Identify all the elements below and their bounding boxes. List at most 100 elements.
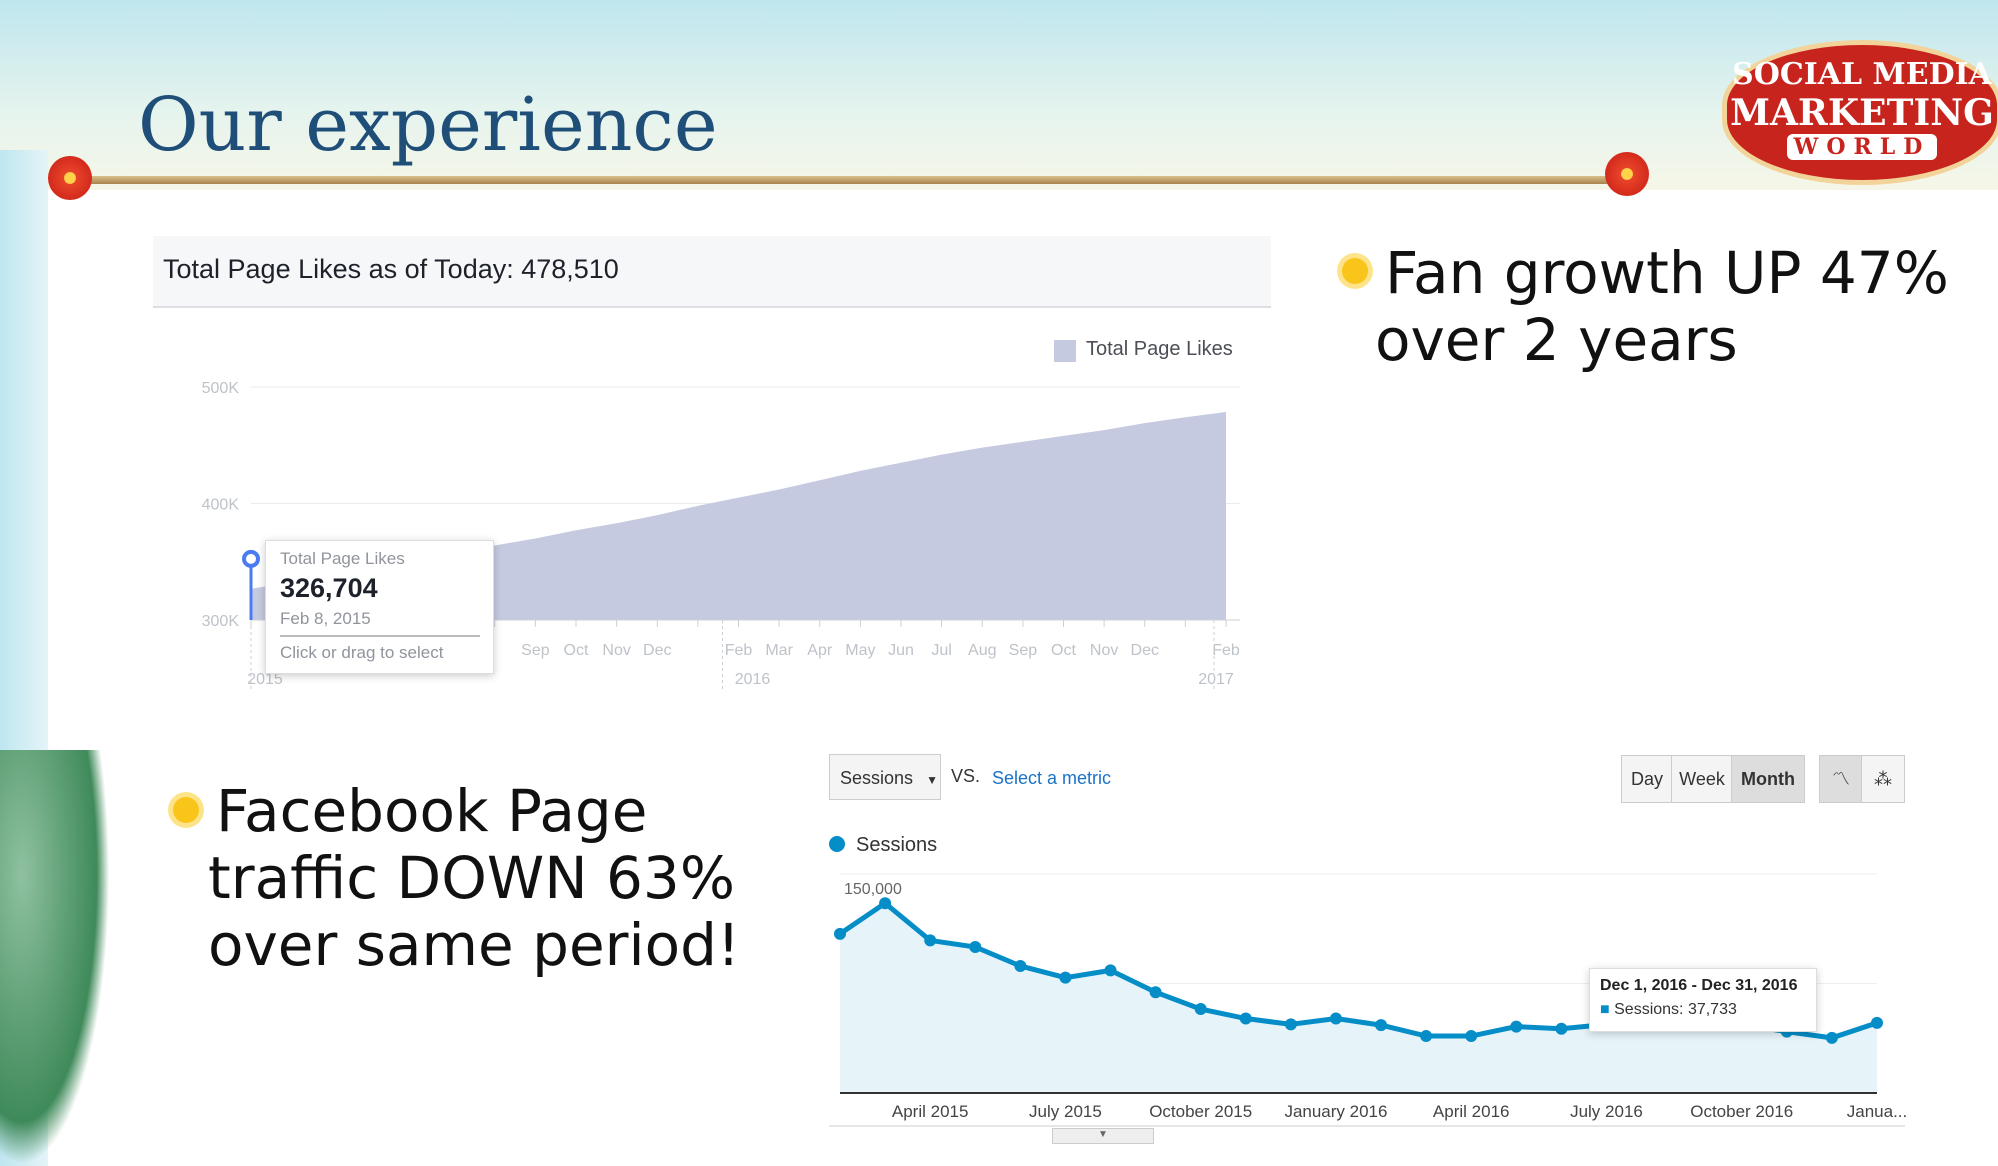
- sessions-point: [1871, 1016, 1883, 1029]
- tooltip-series: Total Page Likes: [280, 549, 405, 568]
- x-tick-label: July 2016: [1570, 1102, 1643, 1121]
- sun-bullet-icon: [1342, 258, 1368, 284]
- slide-background-sky: [0, 0, 1998, 190]
- tooltip-sessions-label: Sessions: 37,733: [1614, 1001, 1737, 1018]
- month-label: Apr: [807, 642, 833, 659]
- month-label: Aug: [968, 642, 996, 659]
- motion-chart-icon[interactable]: ⁂: [1861, 755, 1905, 803]
- sessions-point: [1149, 986, 1162, 999]
- x-tick-label: January 2016: [1284, 1102, 1387, 1121]
- expand-chart-handle[interactable]: ▼: [1052, 1128, 1154, 1144]
- month-label: Dec: [643, 642, 671, 659]
- vs-label: VS.: [951, 766, 981, 786]
- tooltip-hint: Click or drag to select: [280, 643, 444, 662]
- tooltip-range: Dec 1, 2016 - Dec 31, 2016: [1600, 977, 1798, 994]
- y-tick-label: 300K: [202, 613, 240, 630]
- sessions-point: [1465, 1030, 1478, 1043]
- sessions-point: [1059, 971, 1072, 984]
- sessions-point: [969, 941, 982, 953]
- sessions-legend-label: Sessions: [856, 834, 938, 856]
- month-label: Dec: [1131, 642, 1159, 659]
- tooltip-sessions: ■ Sessions: 37,733: [1600, 1001, 1737, 1018]
- x-tick-label: October 2015: [1149, 1102, 1252, 1121]
- x-tick-label: October 2016: [1690, 1102, 1793, 1121]
- tooltip-date: Feb 8, 2015: [280, 609, 371, 628]
- line-chart-icon[interactable]: 〽: [1819, 755, 1863, 803]
- y-tick-label: 500K: [202, 380, 240, 397]
- bullet-fan-growth: Fan growth UP 47% over 2 years: [1375, 239, 1949, 374]
- month-label: Sep: [1009, 642, 1038, 659]
- sessions-point: [1194, 1003, 1207, 1016]
- bullet-line: traffic DOWN 63%: [208, 844, 735, 912]
- bullet-line: over same period!: [208, 911, 741, 979]
- hibiscus-flower-icon: [48, 156, 92, 200]
- y-tick-label: 150,000: [844, 881, 902, 898]
- bullet-line: Fan growth UP 47%: [1385, 239, 1949, 307]
- day-button[interactable]: Day: [1621, 755, 1673, 803]
- sessions-point: [1329, 1012, 1342, 1025]
- logo-line-2: MARKETING: [1730, 92, 1994, 134]
- logo-line-3: WORLD: [1787, 134, 1937, 160]
- month-label: Mar: [765, 642, 793, 659]
- metric-dropdown-label: Sessions: [840, 768, 914, 788]
- month-label: Feb: [725, 642, 753, 659]
- logo-line-1: SOCIAL MEDIA: [1732, 57, 1992, 92]
- likes-area: [251, 412, 1226, 620]
- sessions-point: [1014, 959, 1027, 972]
- selection-handle-icon: [242, 549, 260, 568]
- sessions-point: [1239, 1012, 1252, 1025]
- month-label: Jun: [888, 642, 914, 659]
- sessions-area: [840, 903, 1877, 1093]
- month-label: Nov: [1090, 642, 1118, 659]
- month-label: Nov: [602, 642, 630, 659]
- likes-panel-header: Total Page Likes as of Today: 478,510: [153, 236, 1271, 308]
- x-tick-label: Janua...: [1847, 1102, 1908, 1121]
- sessions-point: [1104, 964, 1117, 977]
- sessions-point: [924, 934, 937, 947]
- year-label: 2017: [1198, 671, 1234, 688]
- likes-header-text: Total Page Likes as of Today: 478,510: [163, 254, 619, 284]
- month-button[interactable]: Month: [1731, 755, 1805, 803]
- sessions-legend-dot: [829, 836, 845, 852]
- social-media-marketing-world-logo: SOCIAL MEDIA MARKETING WORLD: [1722, 40, 1998, 185]
- sun-bullet-icon: [173, 797, 199, 823]
- likes-legend-label: Total Page Likes: [1086, 338, 1233, 360]
- sessions-point: [879, 897, 892, 910]
- x-tick-label: July 2015: [1029, 1102, 1102, 1121]
- tooltip-value: 326,704: [280, 573, 378, 603]
- metric-dropdown[interactable]: Sessions ▼: [829, 754, 941, 800]
- year-label: 2016: [735, 671, 771, 688]
- x-tick-label: April 2016: [1433, 1102, 1510, 1121]
- month-label: Feb: [1212, 642, 1240, 659]
- select-metric-link[interactable]: Select a metric: [992, 768, 1112, 788]
- bullet-line: Facebook Page: [216, 777, 648, 845]
- month-label: Jul: [931, 642, 951, 659]
- sessions-point: [1825, 1031, 1838, 1044]
- year-label: 2015: [247, 671, 283, 688]
- month-label: May: [845, 642, 875, 659]
- sessions-point: [1555, 1022, 1568, 1035]
- bullet-line: over 2 years: [1375, 306, 1738, 374]
- month-label: Oct: [1051, 642, 1076, 659]
- sessions-point: [1284, 1018, 1297, 1031]
- week-button[interactable]: Week: [1671, 755, 1733, 803]
- sessions-point: [1510, 1020, 1523, 1033]
- dropdown-arrow-icon: ▼: [926, 773, 938, 787]
- y-tick-label: 400K: [202, 497, 240, 514]
- month-label: Sep: [521, 642, 550, 659]
- x-tick-label: April 2015: [892, 1102, 969, 1121]
- sessions-point: [1420, 1030, 1433, 1043]
- slide-title: Our experience: [138, 82, 718, 168]
- bamboo-divider: [60, 176, 1620, 184]
- tooltip-divider: [280, 635, 480, 637]
- sessions-point: [1375, 1019, 1388, 1032]
- month-label: Oct: [564, 642, 589, 659]
- sessions-point: [834, 927, 846, 940]
- tropical-foliage-decoration: [0, 750, 110, 1166]
- hibiscus-flower-icon: [1605, 152, 1649, 196]
- likes-tooltip: Total Page Likes 326,704 Feb 8, 2015 Cli…: [265, 540, 494, 674]
- likes-legend-swatch: [1054, 340, 1076, 362]
- bullet-traffic-down: Facebook Page traffic DOWN 63% over same…: [208, 778, 740, 979]
- sessions-tooltip: Dec 1, 2016 - Dec 31, 2016 ■ Sessions: 3…: [1589, 968, 1817, 1032]
